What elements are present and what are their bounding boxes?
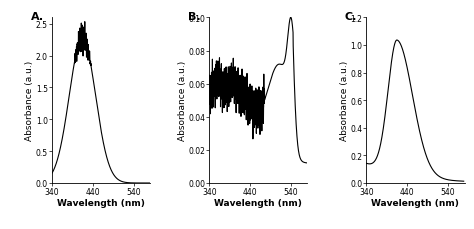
Text: A.: A. — [30, 12, 44, 22]
Y-axis label: Absorbance (a.u.): Absorbance (a.u.) — [26, 61, 35, 141]
Text: C.: C. — [345, 12, 357, 22]
Text: B.: B. — [188, 12, 200, 22]
X-axis label: Wavelength (nm): Wavelength (nm) — [214, 198, 302, 207]
Y-axis label: Absorbance (a.u.): Absorbance (a.u.) — [340, 61, 349, 141]
X-axis label: Wavelength (nm): Wavelength (nm) — [372, 198, 459, 207]
Y-axis label: Absorbance (a.u.): Absorbance (a.u.) — [178, 61, 187, 141]
X-axis label: Wavelength (nm): Wavelength (nm) — [57, 198, 145, 207]
